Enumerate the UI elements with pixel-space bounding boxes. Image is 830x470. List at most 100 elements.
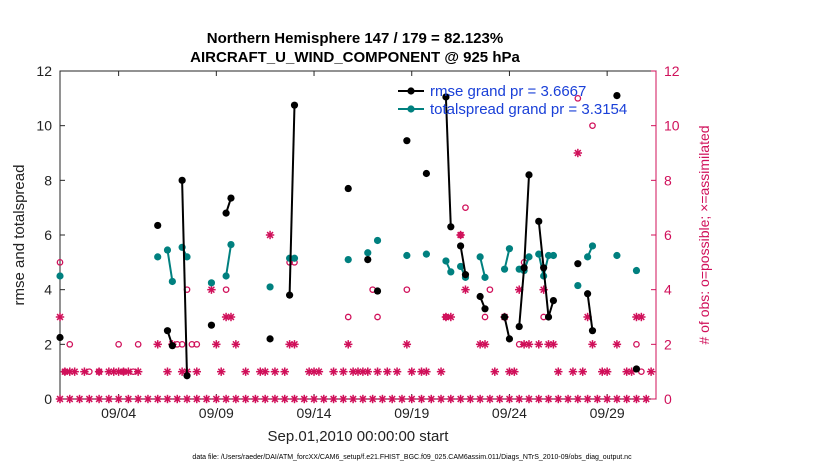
obs-assimilated-marker-79 xyxy=(637,312,646,322)
rmse-point-2-0 xyxy=(163,327,172,335)
obs-zero-marker-35 xyxy=(397,394,407,404)
totalspread-point-2-1 xyxy=(168,277,176,286)
obs-assimilated-marker-23 xyxy=(231,340,241,349)
rmse-point-5-1 xyxy=(227,194,235,202)
obs-assimilated-marker-19 xyxy=(212,340,221,349)
obs-zero-marker-52 xyxy=(563,394,573,404)
obs-zero-marker-0 xyxy=(55,394,65,404)
obs-zero-marker-43 xyxy=(475,394,485,404)
rmse-line-3 xyxy=(181,180,188,376)
totalspread-point-15-0 xyxy=(476,253,484,261)
obs-zero-marker-47 xyxy=(515,394,524,404)
right-axis-ticks: 0 2 4 6 8 10 12 xyxy=(651,63,680,407)
obs-zero-marker-53 xyxy=(573,394,583,404)
obs-assimilated-marker-42 xyxy=(373,367,382,376)
totalspread-point-21-0 xyxy=(613,251,621,260)
obs-zero-marker-16 xyxy=(212,394,221,404)
xtick-label-1: 09/09 xyxy=(199,405,234,421)
xtick-label-5: 09/29 xyxy=(590,405,625,421)
y-axis-label-left: rmse and totalspread xyxy=(11,165,28,306)
totalspread-point-18-0 xyxy=(535,250,543,258)
rmse-point-4-0 xyxy=(207,321,216,329)
totalspread-point-7-1 xyxy=(290,254,299,262)
obs-assimilated-marker-4 xyxy=(80,367,89,376)
obs-zero-marker-54 xyxy=(583,394,592,404)
obs-zero-marker-24 xyxy=(290,394,299,404)
totalspread-point-5-0 xyxy=(222,272,230,280)
obs-zero-marker-6 xyxy=(114,394,123,404)
totalspread-point-14-0 xyxy=(456,262,465,271)
totalspread-point-19-0 xyxy=(574,281,582,290)
obs-zero-marker-40 xyxy=(446,394,456,404)
obs-zero-marker-41 xyxy=(456,394,465,404)
ytick-right-label-3: 6 xyxy=(664,227,672,243)
totalspread-point-6-0 xyxy=(266,283,274,291)
obs-zero-marker-33 xyxy=(378,394,387,404)
obs-assimilated-marker-22 xyxy=(226,312,236,322)
ytick-left-label-6: 12 xyxy=(36,63,52,79)
rmse-point-18-3 xyxy=(549,297,558,305)
x-axis-ticks: 09/04 09/09 09/14 09/19 09/24 09/29 xyxy=(101,71,625,421)
rmse-point-8-0 xyxy=(344,184,352,193)
ytick-right-label-1: 2 xyxy=(664,336,672,352)
obs-zero-marker-23 xyxy=(280,394,289,404)
obs-assimilated-marker-69 xyxy=(573,148,583,158)
xtick-label-4: 09/24 xyxy=(492,405,527,421)
obs-zero-marker-60 xyxy=(642,394,651,404)
obs-zero-marker-21 xyxy=(260,394,270,404)
rmse-point-17-2 xyxy=(525,171,533,179)
obs-assimilated-marker-0 xyxy=(55,312,65,322)
ytick-left-label-2: 4 xyxy=(44,282,52,298)
rmse-point-1-0 xyxy=(154,221,162,230)
rmse-point-13-1 xyxy=(447,223,455,231)
obs-assimilated-marker-66 xyxy=(549,340,558,349)
obs-assimilated-marker-53 xyxy=(461,285,470,294)
obs-assimilated-marker-28 xyxy=(270,367,280,376)
rmse-line-13 xyxy=(444,96,452,227)
obs-zero-marker-56 xyxy=(602,394,612,404)
rmse-point-6-0 xyxy=(266,335,274,343)
totalspread-point-16-1 xyxy=(505,245,514,253)
totalspread-point-15-1 xyxy=(481,273,489,281)
obs-possible-marker-24 xyxy=(481,313,489,321)
obs-assimilated-marker-13 xyxy=(163,367,172,376)
obs-assimilated-marker-24 xyxy=(241,367,250,376)
totalspread-point-5-1 xyxy=(227,240,235,249)
obs-assimilated-marker-74 xyxy=(602,367,612,376)
legend-rmse-label: rmse grand pr = 3.6667 xyxy=(430,83,586,100)
ytick-right-label-4: 8 xyxy=(664,172,672,188)
obs-assimilated-marker-37 xyxy=(344,340,353,349)
obs-zero-marker-58 xyxy=(622,394,631,404)
obs-assimilated-marker-41 xyxy=(363,367,372,376)
obs-assimilated-marker-59 xyxy=(510,367,519,376)
obs-zero-marker-11 xyxy=(163,394,172,404)
obs-zero-marker-2 xyxy=(75,394,84,404)
obs-assimilated-marker-3 xyxy=(70,367,79,376)
obs-zero-marker-3 xyxy=(85,394,94,404)
totalspread-point-13-0 xyxy=(442,257,450,265)
rmse-point-9-0 xyxy=(364,256,372,264)
obs-zero-marker-27 xyxy=(319,394,329,404)
obs-assimilated-marker-56 xyxy=(490,367,499,376)
ytick-right-label-6: 12 xyxy=(664,63,680,79)
obs-zero-marker-45 xyxy=(495,394,504,404)
footer-data-file: data file: /Users/raeder/DAI/ATM_forcXX/… xyxy=(192,454,632,461)
xtick-label-2: 09/14 xyxy=(297,405,332,421)
obs-zero-marker-49 xyxy=(534,394,543,404)
rmse-point-19-0 xyxy=(574,260,582,268)
obs-possible-marker-19 xyxy=(374,313,381,321)
obs-zero-marker-51 xyxy=(554,394,563,404)
rmse-point-21-0 xyxy=(613,92,621,100)
obs-zero-marker-44 xyxy=(485,394,495,404)
totalspread-line-5 xyxy=(225,244,232,277)
totalspread-line-2 xyxy=(166,249,174,282)
obs-possible-marker-13 xyxy=(193,340,201,348)
obs-possible-marker-23 xyxy=(462,204,469,212)
obs-zero-marker-14 xyxy=(192,394,201,404)
obs-possible-marker-20 xyxy=(403,286,411,294)
rmse-point-2-1 xyxy=(168,342,176,350)
ytick-left-label-0: 0 xyxy=(44,391,52,407)
rmse-point-16-1 xyxy=(505,335,514,343)
rmse-point-13-0 xyxy=(442,93,450,101)
totalspread-point-2-0 xyxy=(163,246,172,254)
